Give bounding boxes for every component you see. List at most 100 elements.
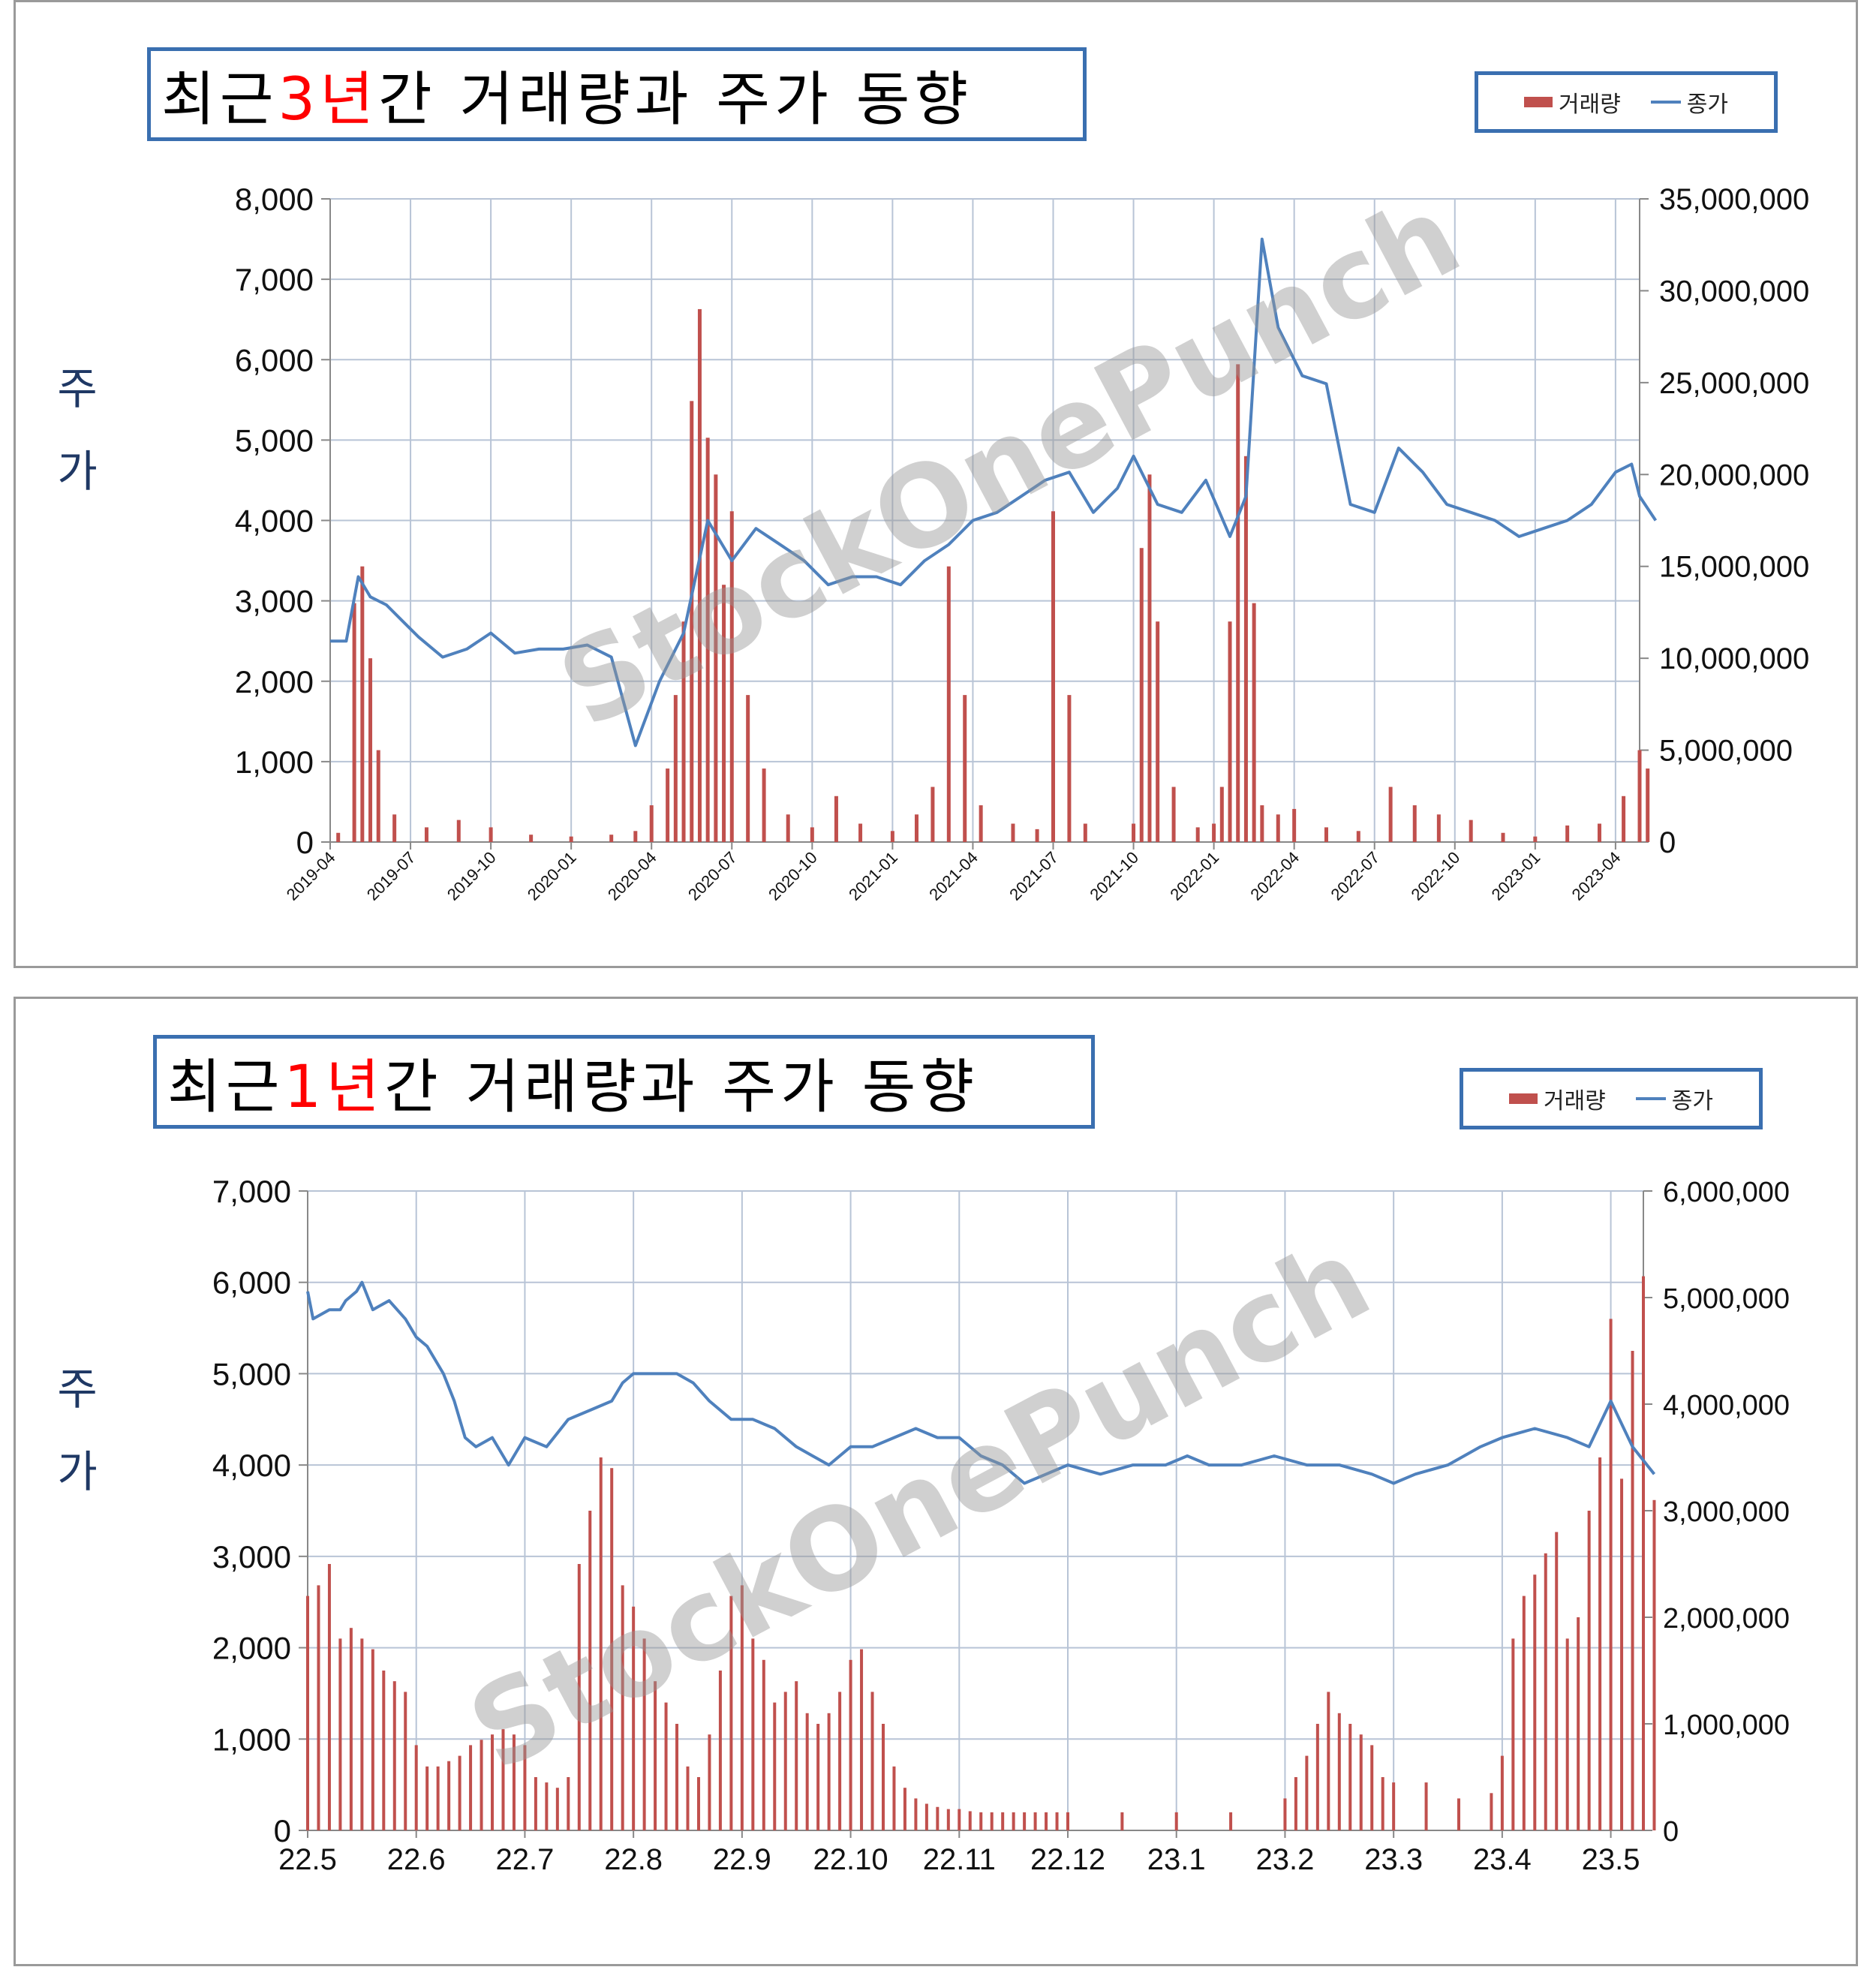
volume-bar	[338, 1638, 342, 1830]
volume-bar	[783, 1692, 787, 1830]
volume-bar	[1292, 808, 1297, 842]
volume-bar	[392, 814, 397, 842]
volume-bar	[930, 786, 935, 842]
y-tick-label-left: 6,000	[212, 1265, 291, 1301]
volume-bar	[708, 1734, 711, 1830]
volume-bar	[1033, 1812, 1037, 1830]
volume-bar	[936, 1806, 940, 1830]
volume-bar	[458, 1755, 461, 1830]
volume-bar	[805, 1713, 809, 1830]
x-tick-label: 2019-07	[363, 848, 419, 904]
volume-bar	[773, 1702, 777, 1830]
legend-1year: 거래량 종가	[1460, 1068, 1763, 1129]
y-tick-label-left: 8,000	[235, 182, 314, 217]
y-tick-label-left: 7,000	[212, 1174, 291, 1209]
y-tick-label-right: 1,000,000	[1663, 1710, 1790, 1741]
volume-bar	[1066, 1812, 1070, 1830]
volume-bar	[1011, 823, 1015, 842]
y-tick-label-right: 20,000,000	[1659, 459, 1809, 492]
x-tick-label: 22.11	[923, 1843, 996, 1876]
volume-bar	[816, 1724, 820, 1830]
x-tick-label: 23.5	[1582, 1843, 1640, 1876]
volume-bar	[1598, 1457, 1602, 1830]
chart-panel-3year: 최근 3년 간 거래량과 주가 동향 거래량 종가 주 가	[14, 0, 1858, 968]
y-axis-label-left-3year: 주 가	[47, 347, 107, 513]
legend-item-close: 종가	[1650, 86, 1728, 119]
y-tick-label-left: 4,000	[212, 1448, 291, 1483]
x-tick-label: 2022-07	[1327, 848, 1383, 904]
y-tick-label-right: 6,000,000	[1663, 1177, 1790, 1208]
x-tick-label: 2023-04	[1568, 848, 1625, 904]
y-tick-label-left: 3,000	[235, 584, 314, 619]
y-tick-label-right: 5,000,000	[1659, 735, 1793, 768]
volume-bar	[1469, 820, 1473, 842]
chart-panel-1year: 최근 1년 간 거래량과 주가 동향 거래량 종가 주 가	[14, 997, 1858, 1966]
y-tick-label-left: 5,000	[212, 1356, 291, 1391]
legend-item-volume: 거래량	[1523, 86, 1621, 119]
volume-bar	[890, 831, 894, 842]
volume-bar	[1195, 827, 1200, 842]
title-highlight: 3년	[278, 65, 378, 134]
volume-bar	[1392, 1782, 1396, 1830]
volume-bar	[722, 585, 726, 842]
volume-bar	[1370, 1745, 1374, 1830]
volume-bar	[501, 1729, 505, 1830]
volume-bar	[1533, 836, 1538, 842]
volume-bar	[1652, 1499, 1656, 1830]
volume-bar	[1139, 548, 1144, 842]
volume-bar	[1565, 825, 1570, 842]
volume-bar	[1171, 786, 1176, 842]
y-tick-label-left: 1,000	[212, 1722, 291, 1757]
volume-bar	[714, 474, 718, 842]
x-tick-label: 2020-01	[524, 848, 580, 904]
y-label-char-1: 주	[57, 1364, 98, 1415]
volume-bar	[368, 658, 373, 842]
volume-bar	[480, 1740, 483, 1830]
y-tick-label-right: 2,000,000	[1663, 1603, 1790, 1635]
x-tick-label: 22.10	[813, 1843, 888, 1876]
volume-bar	[633, 831, 638, 842]
volume-bar	[1646, 768, 1650, 842]
volume-bar	[1023, 1812, 1027, 1830]
volume-bar	[740, 1585, 744, 1830]
y-label-char-2: 가	[57, 1446, 98, 1497]
volume-bar	[456, 820, 461, 842]
volume-bar	[414, 1745, 418, 1830]
volume-bar	[718, 1671, 722, 1830]
legend-close-label: 종가	[1671, 1088, 1713, 1114]
volume-bar	[1327, 1692, 1330, 1830]
volume-bar	[1212, 823, 1216, 842]
volume-bar	[686, 1766, 690, 1830]
volume-bar	[424, 827, 428, 842]
x-tick-label: 22.7	[496, 1843, 555, 1876]
volume-bar	[1174, 1812, 1178, 1830]
volume-bar	[705, 438, 710, 842]
volume-bar	[588, 1511, 592, 1830]
volume-bar	[599, 1457, 603, 1830]
volume-bar	[1533, 1574, 1537, 1830]
volume-bar	[1252, 603, 1256, 842]
volume-bar	[352, 603, 356, 842]
legend-volume-label: 거래량	[1558, 92, 1621, 118]
volume-bar	[1337, 1713, 1341, 1830]
volume-bar	[1001, 1812, 1005, 1830]
volume-bar	[1276, 814, 1280, 842]
x-tick-label: 2020-07	[684, 848, 741, 904]
volume-bar	[1356, 831, 1360, 842]
x-tick-label: 2023-01	[1488, 848, 1544, 904]
volume-bar	[870, 1692, 874, 1830]
volume-bar	[858, 823, 863, 842]
close-swatch-icon	[1650, 101, 1681, 104]
volume-bar	[924, 1803, 928, 1830]
volume-bar	[436, 1766, 440, 1830]
y-tick-label-right: 25,000,000	[1659, 367, 1809, 400]
volume-bar	[1597, 823, 1601, 842]
volume-bar	[746, 695, 750, 842]
volume-bar	[1236, 364, 1240, 842]
volume-bar	[1544, 1553, 1547, 1830]
volume-bar	[786, 814, 790, 842]
chart-1year: 0 1,000 2,000 3,000 4,000 5,000 6,000 7,000 0 1,0…	[212, 1174, 1790, 1876]
legend-item-close: 종가	[1635, 1082, 1713, 1115]
x-tick-label: 2021-01	[845, 848, 901, 904]
volume-bar	[317, 1585, 320, 1830]
